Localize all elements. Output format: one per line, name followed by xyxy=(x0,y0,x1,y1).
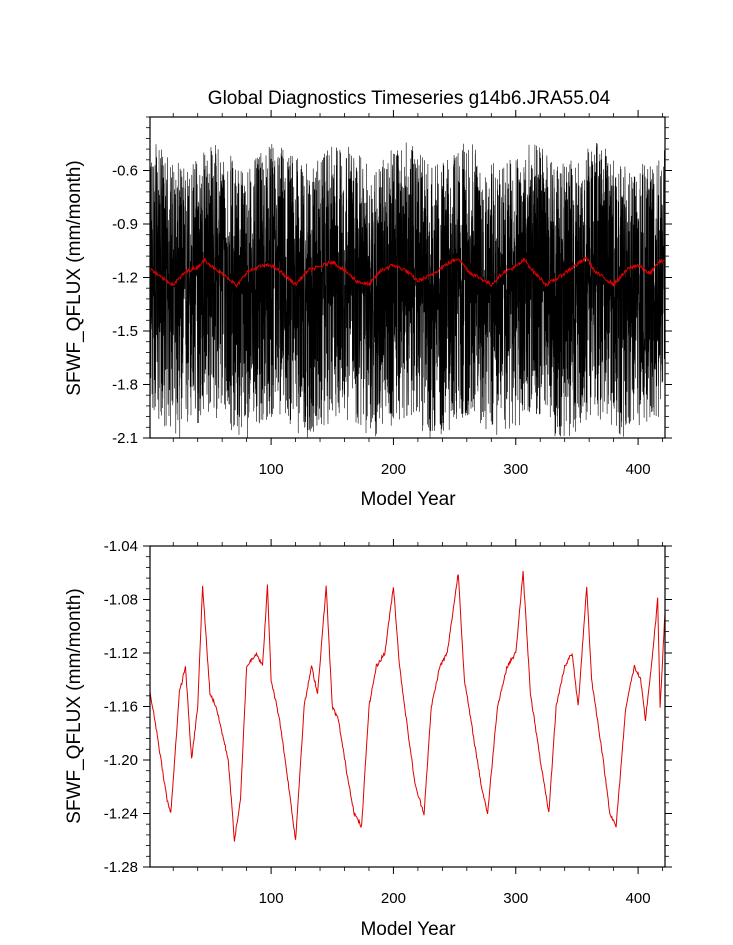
top-plot-area xyxy=(149,142,666,439)
bottom-panel: -1.28 -1.24 -1.20 -1.16 -1.12 -1.08 -1.04 100 2… xyxy=(64,538,672,940)
bottom-y-axis-label: SFWF_QFLUX (mm/month) xyxy=(64,588,85,823)
top-xtick-label: 300 xyxy=(503,461,528,478)
bottom-xtick-label: 300 xyxy=(503,890,528,907)
bottom-plot-frame xyxy=(149,545,666,868)
top-x-axis: 100 200 300 400 xyxy=(172,110,663,478)
bottom-ytick-label: -1.24 xyxy=(104,806,138,823)
bottom-x-axis-label: Model Year xyxy=(360,919,456,940)
top-xtick-label: 100 xyxy=(259,461,284,478)
bottom-ytick-label: -1.08 xyxy=(104,592,138,609)
bottom-ytick-label: -1.16 xyxy=(104,699,138,716)
top-y-axis: -2.1 -1.8 -1.5 -1.2 -0.9 -0.6 xyxy=(112,116,672,447)
bottom-xtick-label: 400 xyxy=(626,890,651,907)
bottom-ytick-label: -1.20 xyxy=(104,752,138,769)
top-series-annual-mean xyxy=(149,255,665,288)
top-y-axis-label: SFWF_QFLUX (mm/month) xyxy=(64,160,85,395)
bottom-ytick-label: -1.28 xyxy=(104,859,138,876)
bottom-ytick-label: -1.04 xyxy=(104,538,138,555)
bottom-xtick-label: 200 xyxy=(381,890,406,907)
top-chart-title: Global Diagnostics Timeseries g14b6.JRA5… xyxy=(208,88,611,109)
bottom-series-annual-mean xyxy=(149,570,666,842)
bottom-y-axis: -1.28 -1.24 -1.20 -1.16 -1.12 -1.08 -1.04 xyxy=(104,538,672,876)
top-panel: Global Diagnostics Timeseries g14b6.JRA5… xyxy=(64,88,672,510)
top-ytick-label: -1.2 xyxy=(112,270,138,287)
top-series-monthly xyxy=(149,142,666,439)
top-ytick-label: -1.5 xyxy=(112,323,138,340)
bottom-ytick-label: -1.12 xyxy=(104,645,138,662)
top-xtick-label: 200 xyxy=(381,461,406,478)
top-ytick-label: -1.8 xyxy=(112,377,138,394)
bottom-plot-area xyxy=(149,570,666,842)
bottom-x-axis: 100 200 300 400 xyxy=(172,539,663,907)
top-x-axis-label: Model Year xyxy=(360,489,456,510)
top-xtick-label: 400 xyxy=(626,461,651,478)
bottom-xtick-label: 100 xyxy=(259,890,284,907)
top-ytick-label: -0.6 xyxy=(112,163,138,180)
top-ytick-label: -0.9 xyxy=(112,216,138,233)
top-ytick-label: -2.1 xyxy=(112,430,138,447)
